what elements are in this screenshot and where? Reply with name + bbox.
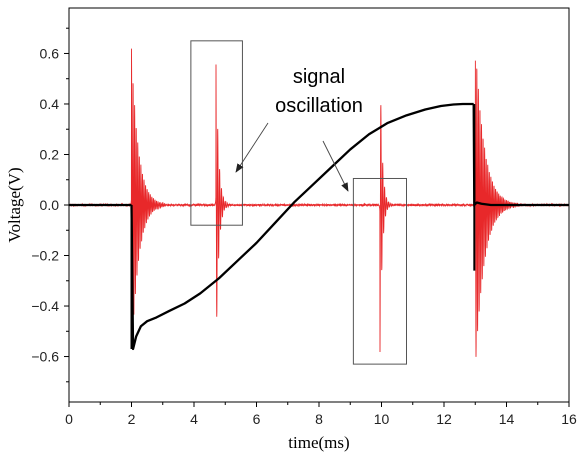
x-tick-label: 6 [253, 411, 261, 427]
y-tick-label: 0.0 [40, 197, 60, 213]
x-tick-label: 4 [190, 411, 198, 427]
y-tick-label: 0.2 [40, 146, 60, 162]
series-red-oscillation-line [69, 48, 569, 357]
annotation-text-line-1: signal [293, 66, 345, 88]
y-axis-title: Voltage(V) [5, 167, 24, 242]
y-tick-label: −0.6 [31, 349, 59, 365]
x-tick-label: 16 [561, 411, 577, 427]
y-tick-label: −0.2 [31, 248, 59, 264]
x-tick-label: 0 [65, 411, 73, 427]
x-tick-label: 10 [374, 411, 390, 427]
y-tick-label: 0.4 [40, 96, 60, 112]
x-tick-label: 12 [436, 411, 452, 427]
plot-area: signal oscillation 0 2 4 6 8 10 12 14 16 −0.6 −0.4 −0… [31, 7, 577, 427]
annotation-arrow-2 [322, 140, 349, 192]
x-tick-label: 8 [315, 411, 323, 427]
x-tick-label: 14 [499, 411, 515, 427]
y-tick-label: 0.6 [40, 45, 60, 61]
annotation-text-line-2: oscillation [275, 95, 363, 117]
x-tick-label: 2 [128, 411, 136, 427]
annotation-arrow-1 [235, 122, 269, 173]
annotation-box-1 [190, 40, 243, 226]
x-axis-title: time(ms) [288, 433, 349, 452]
annotation-box-2 [352, 177, 407, 365]
series-black-segment-1 [130, 102, 474, 351]
y-tick-label: −0.4 [31, 298, 59, 314]
